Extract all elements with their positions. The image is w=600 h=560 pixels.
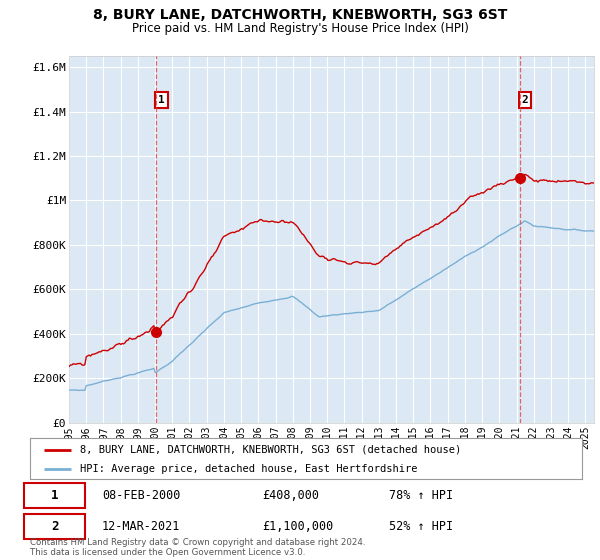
Text: 78% ↑ HPI: 78% ↑ HPI (389, 489, 453, 502)
Text: £408,000: £408,000 (262, 489, 319, 502)
Text: £1,100,000: £1,100,000 (262, 520, 333, 533)
Text: 2: 2 (51, 520, 59, 533)
Text: Contains HM Land Registry data © Crown copyright and database right 2024.
This d: Contains HM Land Registry data © Crown c… (30, 538, 365, 557)
FancyBboxPatch shape (25, 514, 85, 539)
Text: 12-MAR-2021: 12-MAR-2021 (102, 520, 180, 533)
Text: 08-FEB-2000: 08-FEB-2000 (102, 489, 180, 502)
FancyBboxPatch shape (25, 483, 85, 508)
Text: 1: 1 (51, 489, 59, 502)
Text: 52% ↑ HPI: 52% ↑ HPI (389, 520, 453, 533)
Text: 8, BURY LANE, DATCHWORTH, KNEBWORTH, SG3 6ST (detached house): 8, BURY LANE, DATCHWORTH, KNEBWORTH, SG3… (80, 445, 461, 455)
Text: Price paid vs. HM Land Registry's House Price Index (HPI): Price paid vs. HM Land Registry's House … (131, 22, 469, 35)
Text: 8, BURY LANE, DATCHWORTH, KNEBWORTH, SG3 6ST: 8, BURY LANE, DATCHWORTH, KNEBWORTH, SG3… (93, 8, 507, 22)
Text: HPI: Average price, detached house, East Hertfordshire: HPI: Average price, detached house, East… (80, 464, 417, 474)
Text: 1: 1 (158, 95, 165, 105)
Text: 2: 2 (521, 95, 529, 105)
